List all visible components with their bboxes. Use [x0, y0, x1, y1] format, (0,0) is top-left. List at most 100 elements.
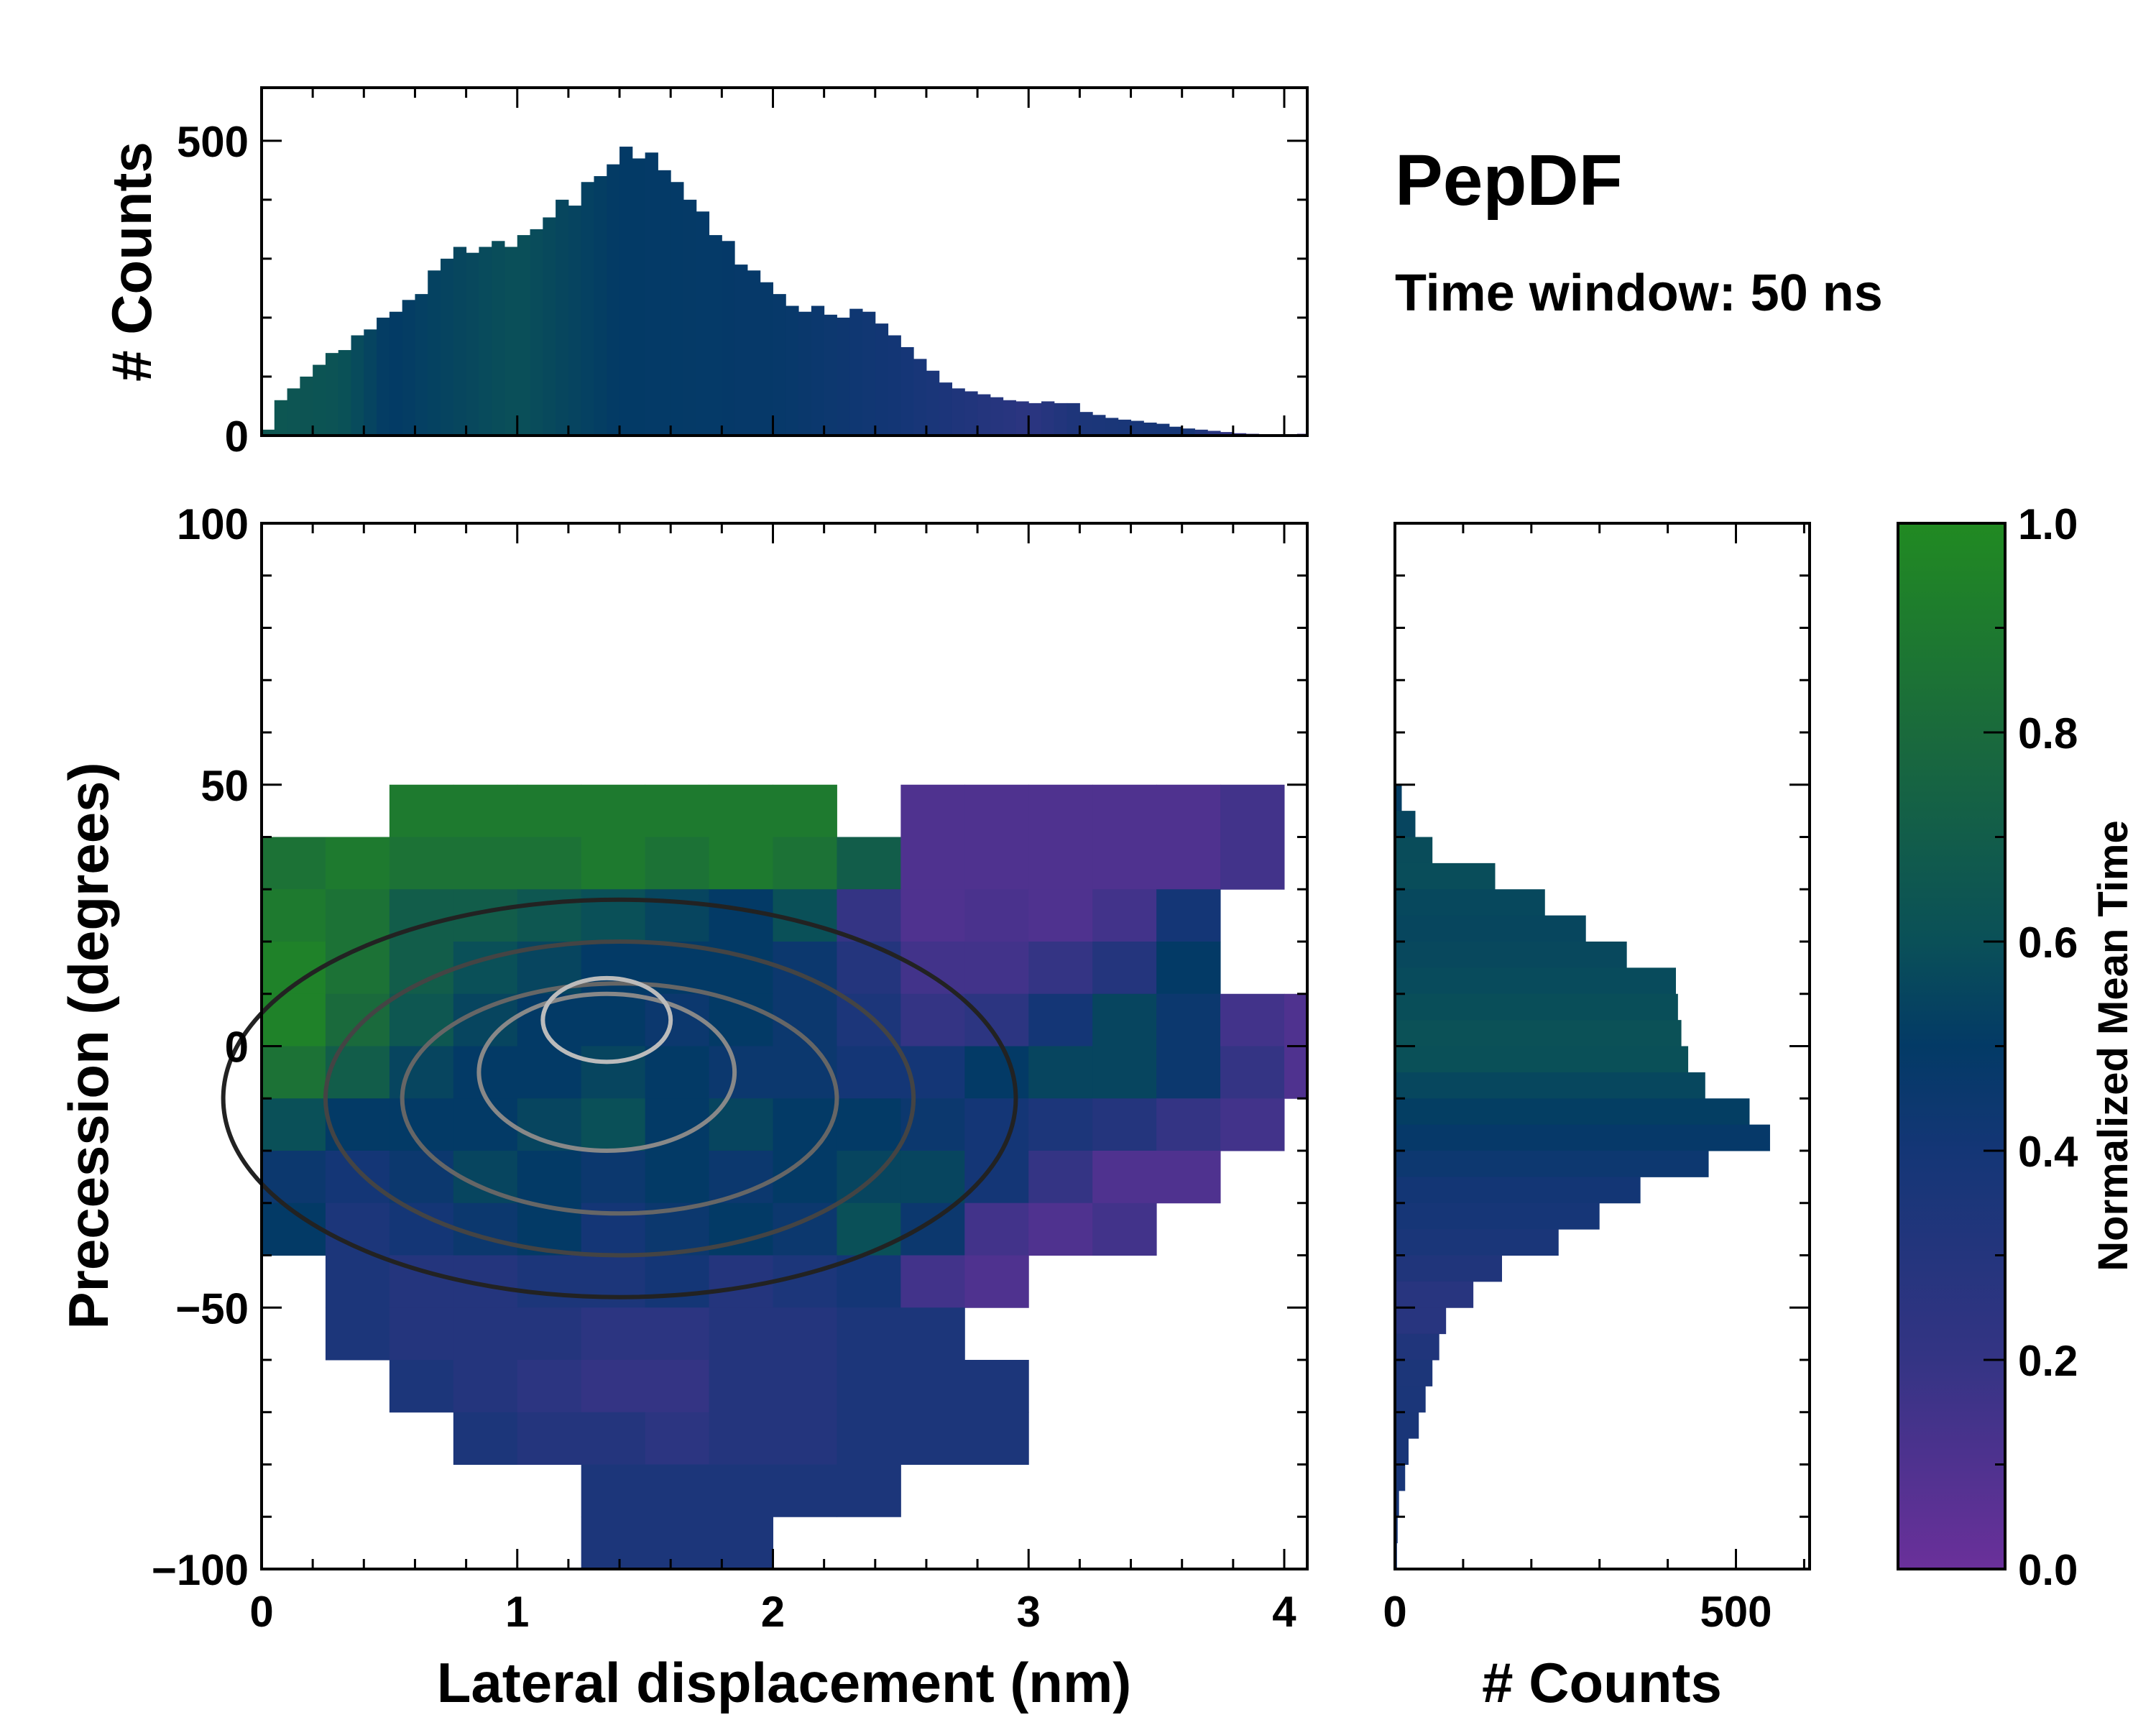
- histogram-bar: [1395, 1020, 1682, 1046]
- heatmap-cell: [517, 1307, 582, 1361]
- main-x-label: Lateral displacement (nm): [437, 1651, 1132, 1714]
- heatmap-cell: [1220, 993, 1285, 1046]
- histogram-bar: [837, 317, 850, 436]
- heatmap-cell: [1092, 993, 1157, 1046]
- heatmap-cell: [773, 784, 837, 837]
- histogram-bar: [556, 199, 569, 436]
- heatmap-cell: [581, 1255, 646, 1308]
- histogram-bar: [1028, 402, 1042, 436]
- histogram-bar: [1079, 412, 1093, 436]
- x-tick-label: 0: [1383, 1588, 1406, 1636]
- histogram-bar: [1395, 1151, 1709, 1177]
- heatmap-cell: [262, 837, 326, 890]
- histogram-bar: [734, 264, 748, 436]
- histogram-bar: [824, 314, 837, 436]
- heatmap-cell: [773, 1046, 837, 1099]
- heatmap-cell: [517, 1255, 582, 1308]
- heatmap-cell: [645, 1255, 710, 1308]
- histogram-bar: [1395, 1307, 1447, 1335]
- heatmap-cell: [1028, 1202, 1093, 1256]
- heatmap-cell: [1092, 942, 1157, 995]
- heatmap-cell: [900, 1255, 965, 1308]
- heatmap-cell: [1028, 837, 1093, 890]
- histogram-bar: [926, 370, 940, 436]
- colorbar-tick-label: 0.2: [2018, 1337, 2078, 1385]
- histogram-bar: [1395, 1412, 1419, 1439]
- histogram-bar: [262, 429, 275, 436]
- histogram-bar: [377, 317, 390, 436]
- heatmap-cell: [837, 1046, 901, 1099]
- heatmap-cell: [453, 837, 518, 890]
- heatmap-cell: [1156, 1046, 1221, 1099]
- heatmap-cell: [581, 1151, 646, 1204]
- density-contour: [540, 975, 673, 1064]
- histogram-bar: [594, 176, 607, 436]
- histogram-bar: [607, 164, 620, 436]
- colorbar-label: Normalized Mean Time: [2090, 820, 2137, 1271]
- heatmap-cell: [709, 1307, 773, 1361]
- histogram-bar: [1395, 1124, 1770, 1151]
- heatmap-cell: [773, 1307, 837, 1361]
- heatmap-cell: [900, 1360, 965, 1413]
- heatmap-cell: [964, 889, 1029, 942]
- histogram-bar: [990, 397, 1004, 436]
- heatmap-cell: [1092, 1202, 1157, 1256]
- heatmap-cell: [581, 993, 646, 1046]
- heatmap-cell: [1028, 993, 1093, 1046]
- histogram-bar: [875, 323, 889, 436]
- plot-frame: [260, 522, 1309, 1570]
- heatmap-cell: [389, 1046, 454, 1099]
- colorbar-tick-label: 1.0: [2018, 500, 2078, 548]
- density-contour: [400, 981, 839, 1216]
- histogram-bar: [671, 182, 684, 436]
- heatmap-cell: [773, 1098, 837, 1151]
- main-heatmap: 0 1 2 3 4 −100 −50 0 50 100: [152, 500, 1309, 1636]
- y-tick-label: 100: [177, 500, 249, 548]
- histogram-bar: [453, 247, 467, 436]
- heatmap-cell: [453, 942, 518, 995]
- histogram-bar: [325, 353, 339, 436]
- heatmap-cell: [325, 1307, 390, 1361]
- x-tick-label: 3: [1017, 1588, 1041, 1636]
- right-histogram-x-label: # Counts: [1482, 1651, 1722, 1714]
- heatmap-cell: [1028, 1151, 1093, 1204]
- heatmap-cell: [709, 784, 773, 837]
- heatmap-cell: [645, 1412, 710, 1465]
- histogram-bar: [351, 335, 364, 436]
- histogram-bar: [1395, 889, 1545, 916]
- heatmap-cell: [1156, 942, 1221, 995]
- heatmap-cell: [964, 1046, 1029, 1099]
- histogram-bar: [849, 308, 863, 436]
- heatmap-cell: [1220, 1046, 1285, 1099]
- histogram-bar: [1395, 967, 1676, 995]
- colorbar: 0.0 0.2 0.4 0.6 0.8 1.0: [1897, 500, 2078, 1594]
- heatmap-cell: [900, 993, 965, 1046]
- heatmap-cell: [581, 1464, 646, 1517]
- histogram-bar: [1395, 1229, 1559, 1256]
- heatmap-cell: [645, 1360, 710, 1413]
- histogram-bar: [1395, 1490, 1399, 1517]
- histogram-bar: [1395, 811, 1416, 837]
- top-histogram: 0 500: [177, 86, 1309, 461]
- heatmap-cell: [709, 1464, 773, 1517]
- main-y-label: Precession (degrees): [57, 762, 120, 1329]
- heatmap-cell: [1220, 1098, 1285, 1151]
- colorbar-tick-label: 0.0: [2018, 1546, 2078, 1594]
- x-tick-label: 2: [761, 1588, 785, 1636]
- top-histogram-y-label: # Counts: [100, 142, 163, 382]
- heatmap-cell: [709, 1046, 773, 1099]
- heatmap-cell: [1220, 837, 1285, 890]
- heatmap-cell: [517, 1360, 582, 1413]
- x-tick-label: 1: [505, 1588, 529, 1636]
- heatmap-cell: [645, 1151, 710, 1204]
- histogram-bar: [658, 170, 671, 436]
- heatmap-cell: [262, 889, 326, 942]
- heatmap-cell: [453, 1307, 518, 1361]
- histogram-bar: [1395, 993, 1678, 1021]
- histogram-bar: [645, 152, 658, 436]
- heatmap-cell: [900, 1412, 965, 1465]
- histogram-bar: [1395, 1438, 1409, 1465]
- heatmap-cell: [1156, 889, 1221, 942]
- histogram-bar: [1181, 428, 1195, 436]
- heatmap-cell: [389, 1307, 454, 1361]
